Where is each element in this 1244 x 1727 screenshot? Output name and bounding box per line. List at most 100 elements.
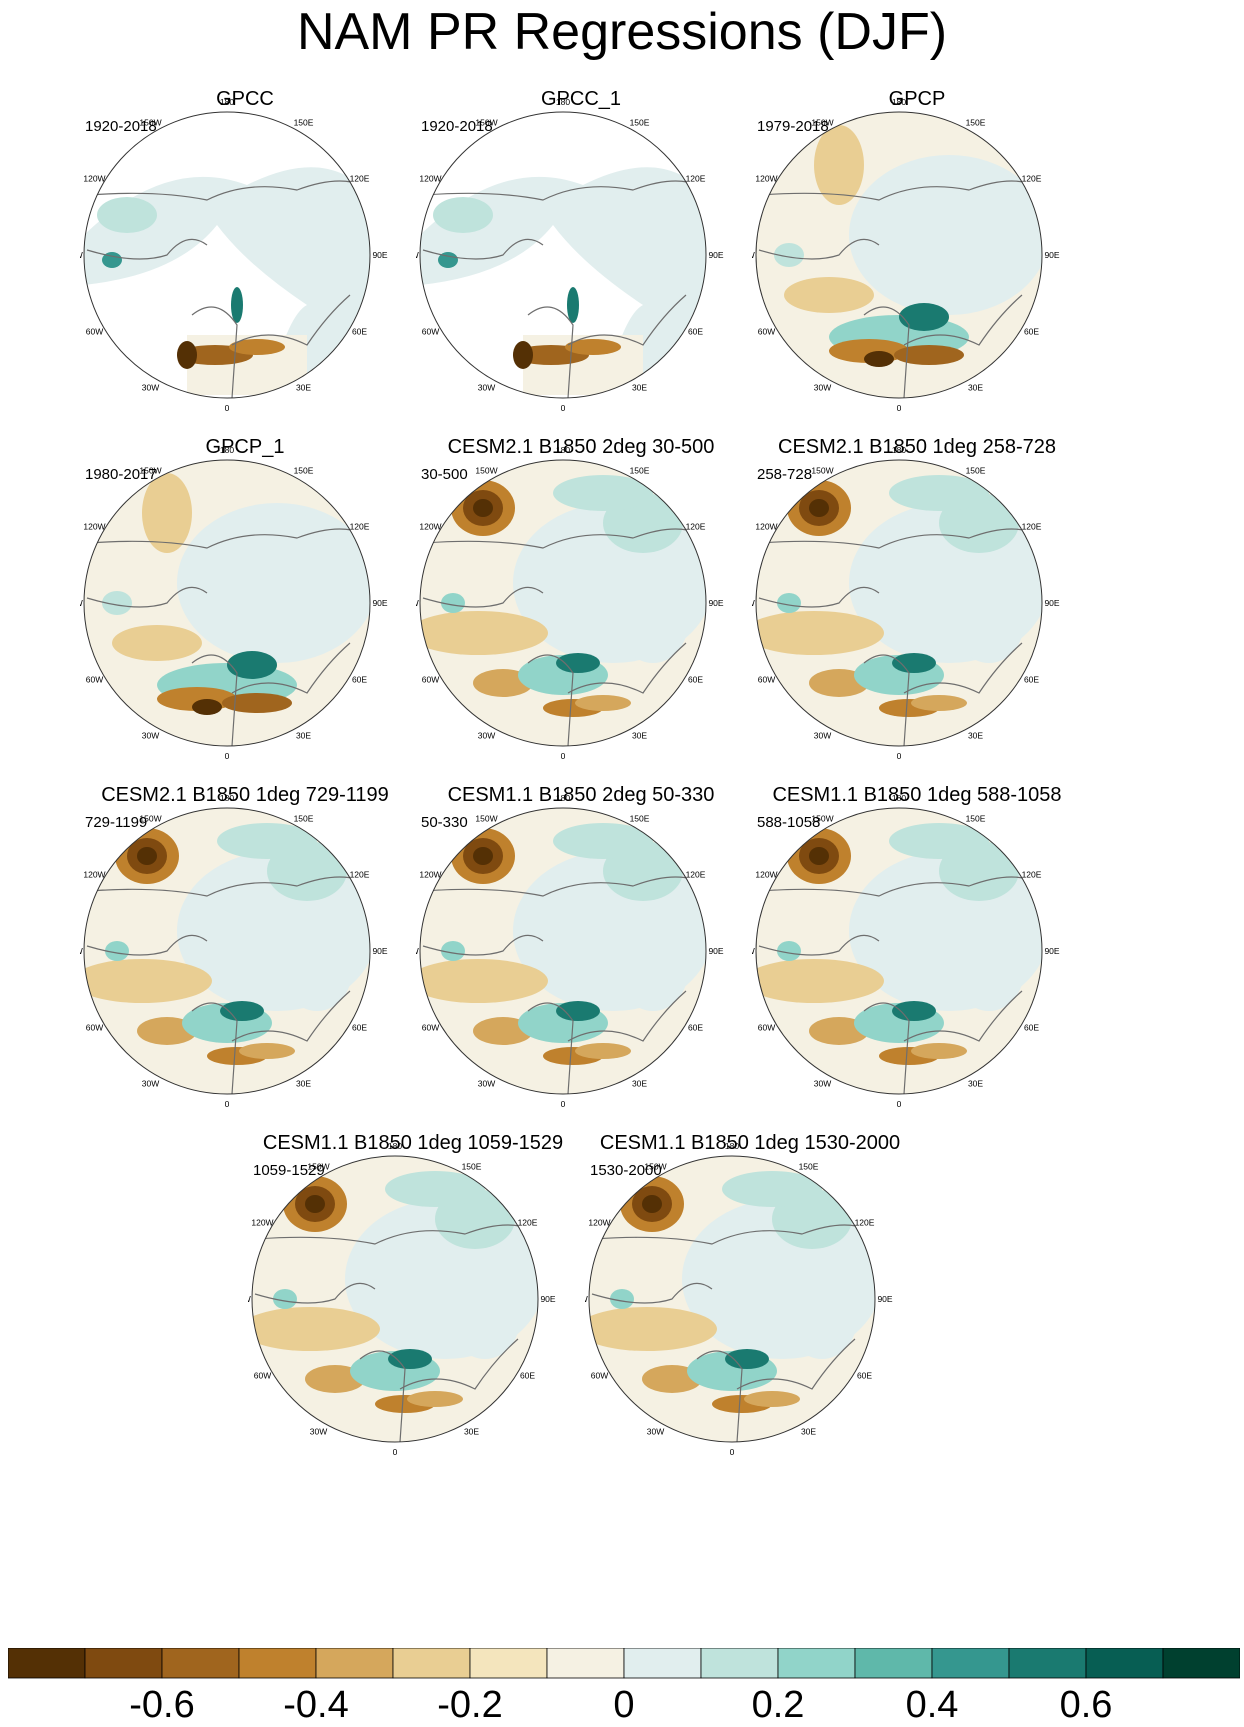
coastline xyxy=(88,180,363,201)
longitude-label: 0 xyxy=(561,751,566,761)
map-panel: 180 150E 120E 90E 60E 30E 0 30W 60W 90W 120W 150W GP… xyxy=(416,88,776,468)
coastline xyxy=(424,180,699,201)
longitude-label: 30W xyxy=(478,383,495,393)
longitude-label: 180 xyxy=(556,97,570,107)
anomaly-region xyxy=(954,931,1024,1011)
longitude-label: 120E xyxy=(1022,522,1042,532)
longitude-label: 0 xyxy=(561,403,566,413)
longitude-label: 150W xyxy=(644,1161,666,1171)
anomaly-region xyxy=(618,931,688,1011)
longitude-label: 60W xyxy=(422,675,439,685)
colorbar xyxy=(8,1648,1240,1679)
coastline xyxy=(88,876,363,897)
colorbar-swatch xyxy=(1008,1648,1087,1679)
panel-title: CESM1.1 B1850 1deg 1059-1529 xyxy=(262,1132,564,1154)
longitude-label: 0 xyxy=(730,1447,735,1457)
map-panel: 180 150E 120E 90E 60E 30E 0 30W 60W 90W 120W 150W CE… xyxy=(416,784,776,1164)
polar-map: 180 150E 120E 90E 60E 30E 0 30W 60W 90W 120W 150W xyxy=(752,445,1060,761)
anomaly-region xyxy=(177,341,197,369)
coastline xyxy=(760,180,1035,201)
anomaly-region xyxy=(809,847,829,865)
anomaly-region xyxy=(618,583,688,663)
anomaly-region xyxy=(192,699,222,715)
longitude-label: 0 xyxy=(225,751,230,761)
longitude-label: 60E xyxy=(1024,675,1039,685)
longitude-label: 150W xyxy=(139,813,161,823)
longitude-label: 120W xyxy=(419,174,441,184)
map-boundary xyxy=(755,111,1043,399)
anomaly-region xyxy=(217,823,317,859)
colorbar-tick-label: 0.6 xyxy=(1059,1684,1113,1726)
coastline xyxy=(903,642,1023,694)
panel-period: 588-1058 xyxy=(757,814,821,831)
longitude-label: 30W xyxy=(814,1079,831,1089)
longitude-label: 60E xyxy=(1024,1023,1039,1033)
longitude-label: 180 xyxy=(892,97,906,107)
coastline xyxy=(422,934,544,956)
polar-map: 180 150E 120E 90E 60E 30E 0 30W 60W 90W 120W 150W xyxy=(248,1141,556,1457)
longitude-label: 0 xyxy=(561,1099,566,1109)
anomaly-region xyxy=(441,941,465,961)
anomaly-region xyxy=(237,513,337,573)
coastline xyxy=(758,238,880,260)
coastline xyxy=(191,1002,238,1094)
coastline xyxy=(760,528,1035,549)
longitude-label: 60E xyxy=(857,1371,872,1381)
coastline xyxy=(863,306,910,398)
longitude-label: 60E xyxy=(688,675,703,685)
anomaly-region xyxy=(112,625,202,661)
anomaly-region xyxy=(222,693,292,713)
colorbar-swatch xyxy=(315,1648,394,1679)
anomaly-region xyxy=(231,287,243,323)
longitude-label: 180 xyxy=(388,1141,402,1151)
map-panel: 180 150E 120E 90E 60E 30E 0 30W 60W 90W 120W 150W CE… xyxy=(80,784,440,1164)
longitude-label: 30E xyxy=(968,1079,983,1089)
longitude-label: 150E xyxy=(799,1161,819,1171)
map-panel: 180 150E 120E 90E 60E 30E 0 30W 60W 90W 120W 150W CE… xyxy=(248,1132,608,1512)
anomaly-region xyxy=(756,959,884,1003)
longitude-label: 180 xyxy=(220,445,234,455)
longitude-label: 0 xyxy=(393,1447,398,1457)
anomaly-region xyxy=(473,847,493,865)
anomaly-region xyxy=(473,499,493,517)
anomaly-region xyxy=(610,1289,634,1309)
longitude-label: 30W xyxy=(142,383,159,393)
longitude-label: 30W xyxy=(142,731,159,741)
anomaly-region xyxy=(899,303,949,331)
longitude-label: 90W xyxy=(416,598,419,608)
map-boundary xyxy=(83,111,371,399)
anomaly-region xyxy=(553,475,653,511)
anomaly-region xyxy=(553,823,653,859)
anomaly-region xyxy=(102,252,122,268)
longitude-label: 90E xyxy=(708,598,723,608)
longitude-label: 30E xyxy=(464,1427,479,1437)
anomaly-region xyxy=(97,197,157,233)
colorbar-tick-label: -0.4 xyxy=(283,1684,349,1726)
longitude-label: 150W xyxy=(139,465,161,475)
anomaly-region xyxy=(894,345,964,365)
longitude-label: 90W xyxy=(585,1294,588,1304)
colorbar-swatch xyxy=(8,1648,86,1679)
panel-period: 50-330 xyxy=(421,814,468,831)
colorbar-swatch xyxy=(1085,1648,1164,1679)
colorbar-tick-label: 0.2 xyxy=(751,1684,805,1726)
anomaly-region xyxy=(105,941,129,961)
longitude-label: 60W xyxy=(758,1023,775,1033)
longitude-label: 0 xyxy=(897,1099,902,1109)
longitude-label: 150E xyxy=(462,1161,482,1171)
map-boundary xyxy=(419,459,707,747)
longitude-label: 60W xyxy=(86,327,103,337)
anomaly-region xyxy=(756,611,884,655)
longitude-label: 30E xyxy=(632,1079,647,1089)
anomaly-region xyxy=(892,1001,936,1021)
panel-period: 1920-2018 xyxy=(421,118,493,135)
polar-map: 180 150E 120E 90E 60E 30E 0 30W 60W 90W 120W 150W xyxy=(752,793,1060,1109)
longitude-label: 180 xyxy=(892,445,906,455)
panel-title: GPCC_1 xyxy=(540,88,622,110)
longitude-label: 180 xyxy=(725,1141,739,1151)
longitude-label: 120W xyxy=(83,174,105,184)
anomaly-region xyxy=(433,197,493,233)
longitude-label: 150W xyxy=(811,465,833,475)
polar-map: 180 150E 120E 90E 60E 30E 0 30W 60W 90W 120W 150W xyxy=(80,445,388,761)
colorbar-swatch xyxy=(161,1648,240,1679)
